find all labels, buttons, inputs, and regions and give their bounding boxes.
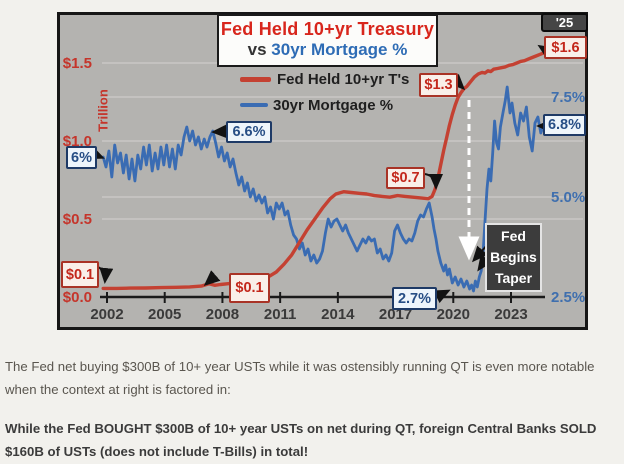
legend-label-mortgage: 30yr Mortgage %	[273, 97, 394, 114]
callout-fed-start: $0.1	[61, 261, 99, 288]
taper-line3: Taper	[494, 270, 533, 286]
legend-swatch-mortgage	[240, 103, 268, 107]
title-vs: vs	[247, 40, 267, 59]
y-right-tick-label: 2.5%	[551, 289, 586, 306]
x-tick-label: 2002	[90, 306, 124, 323]
taper-line1: Fed	[501, 228, 526, 244]
taper-line2: Begins	[490, 249, 537, 265]
y-left-tick-label: $1.5	[62, 55, 92, 72]
caption-block: The Fed net buying $300B of 10+ year UST…	[0, 346, 624, 464]
x-tick-label: 2011	[263, 306, 297, 323]
chart-title-line2: vs 30yr Mortgage %	[219, 40, 436, 60]
y-right-tick-label: 7.5%	[551, 89, 586, 106]
y-left-tick-label: $0.5	[62, 211, 92, 228]
callout-mortgage-start: 6%	[66, 146, 97, 169]
x-tick-label: 2005	[148, 306, 182, 323]
title-mortgage: 30yr Mortgage %	[271, 40, 408, 59]
year-end-badge: '25	[541, 13, 588, 32]
x-tick-label: 2014	[321, 306, 355, 323]
callout-fed-post-covid: $1.3	[419, 73, 458, 97]
y-right-tick-label: 5.0%	[551, 189, 586, 206]
caption-paragraph-2: While the Fed BOUGHT $300B of 10+ year U…	[5, 421, 597, 460]
callout-mortgage-bottom: 2.7%	[392, 287, 437, 310]
callout-mortgage-2007-peak: 6.6%	[226, 121, 272, 143]
legend-label-fed: Fed Held 10+yr T's	[277, 71, 410, 88]
fed-begins-taper-label: Fed Begins Taper	[485, 223, 542, 292]
callout-mortgage-end: 6.8%	[543, 114, 586, 136]
y-left-tick-label: $1.0	[62, 133, 92, 150]
chart-figure: Fed Held 10+yr Treasury vs 30yr Mortgage…	[57, 12, 588, 330]
legend-swatch-fed	[240, 77, 271, 82]
chart-title-line1: Fed Held 10+yr Treasury	[220, 19, 435, 39]
y-left-tick-label: $0.0	[62, 289, 92, 306]
callout-fed-end: $1.6	[544, 36, 587, 59]
x-tick-label: 2020	[436, 306, 470, 323]
y-axis-unit-label: Trillion	[95, 89, 111, 132]
x-tick-label: 2017	[378, 306, 413, 323]
callout-fed-pre-covid: $0.7	[386, 167, 425, 189]
caption-paragraph-1: The Fed net buying $300B of 10+ year UST…	[5, 359, 595, 397]
callout-fed-2009: $0.1	[229, 273, 270, 303]
x-tick-label: 2008	[205, 306, 240, 323]
chart-title-box: Fed Held 10+yr Treasury vs 30yr Mortgage…	[217, 14, 438, 67]
x-tick-label: 2023	[494, 306, 528, 323]
